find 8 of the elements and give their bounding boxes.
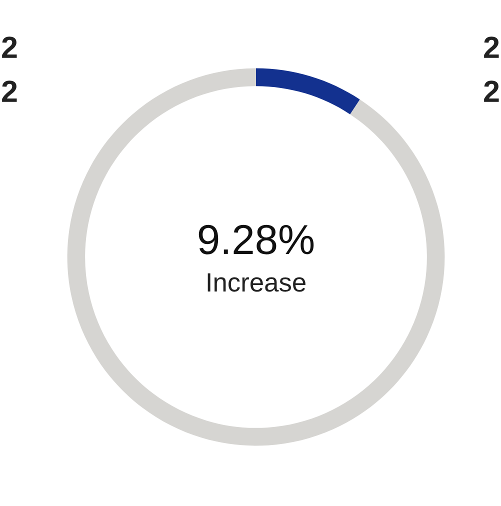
text: 2 xyxy=(484,36,499,58)
donut-slice xyxy=(67,68,445,446)
donut-slice xyxy=(256,68,360,114)
text: 2 xyxy=(2,80,17,102)
text: Increase xyxy=(208,273,306,292)
text: 2 xyxy=(484,80,499,102)
text: 2 xyxy=(2,36,17,58)
data-label: 9.28% xyxy=(198,224,314,254)
